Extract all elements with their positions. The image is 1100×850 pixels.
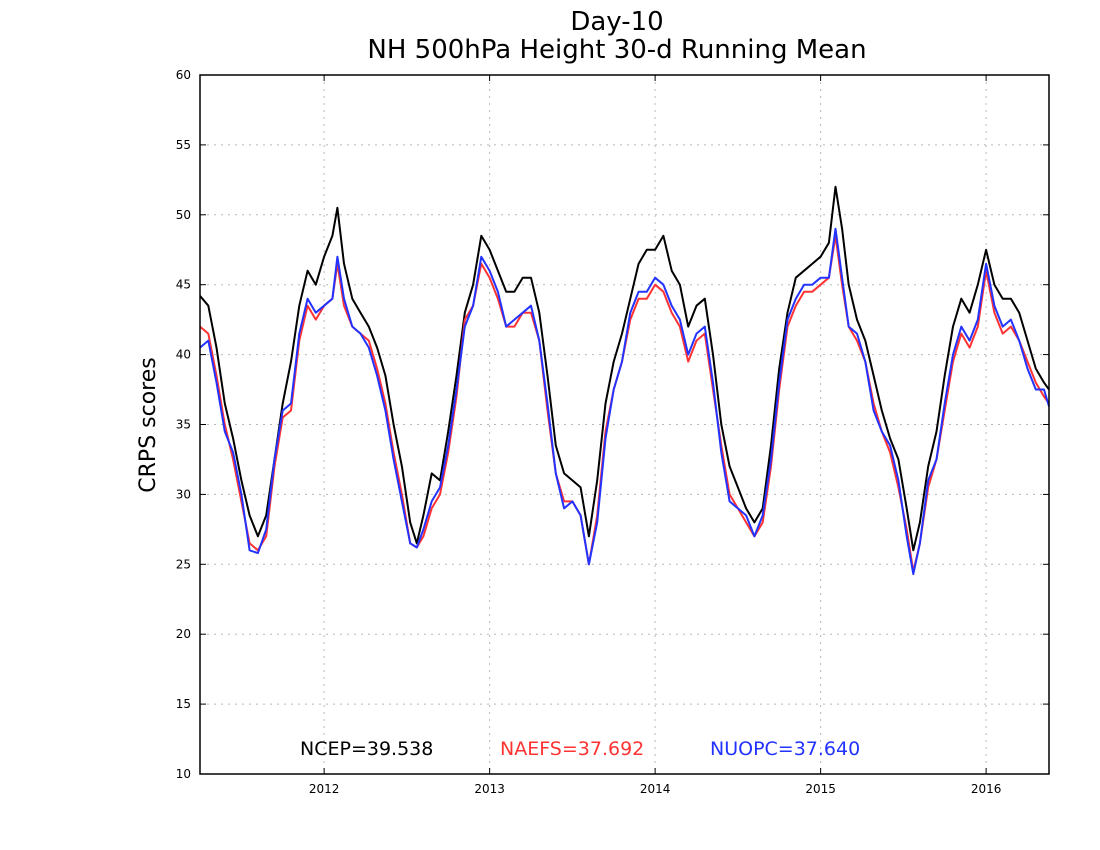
grid-lines bbox=[200, 75, 1049, 774]
y-tick-label: 25 bbox=[176, 557, 191, 571]
series-lines bbox=[199, 185, 1050, 576]
legend-nuopc: NUOPC=37.640 bbox=[710, 738, 860, 760]
y-tick-label: 50 bbox=[176, 208, 191, 222]
series-line-naefs bbox=[199, 234, 1050, 573]
y-axis-label: CRPS scores bbox=[136, 357, 161, 492]
x-tick-label: 2016 bbox=[971, 782, 1002, 796]
y-axis-ticks: 10 15 20 25 30 35 40 45 50 55 60 bbox=[176, 68, 1049, 781]
legend-naefs: NAEFS=37.692 bbox=[500, 738, 644, 760]
chart-title-line-1: Day-10 bbox=[570, 7, 663, 37]
x-tick-label: 2014 bbox=[640, 782, 671, 796]
x-tick-label: 2015 bbox=[805, 782, 836, 796]
y-tick-label: 35 bbox=[176, 418, 191, 432]
legend-ncep: NCEP=39.538 bbox=[300, 738, 433, 760]
x-tick-label: 2013 bbox=[474, 782, 505, 796]
y-tick-label: 60 bbox=[176, 68, 191, 82]
y-tick-label: 30 bbox=[176, 487, 191, 501]
y-tick-label: 10 bbox=[176, 767, 191, 781]
x-tick-label: 2012 bbox=[309, 782, 340, 796]
chart-title-line-2: NH 500hPa Height 30-d Running Mean bbox=[367, 35, 866, 65]
x-axis-ticks: 2012 2013 2014 2015 2016 bbox=[309, 75, 1002, 796]
series-line-nuopc bbox=[199, 227, 1050, 576]
series-line-ncep bbox=[199, 185, 1050, 552]
y-tick-label: 45 bbox=[176, 278, 191, 292]
y-tick-label: 15 bbox=[176, 697, 191, 711]
y-tick-label: 40 bbox=[176, 348, 191, 362]
y-tick-label: 55 bbox=[176, 138, 191, 152]
y-tick-label: 20 bbox=[176, 627, 191, 641]
legend: NCEP=39.538 NAEFS=37.692 NUOPC=37.640 bbox=[300, 738, 860, 760]
